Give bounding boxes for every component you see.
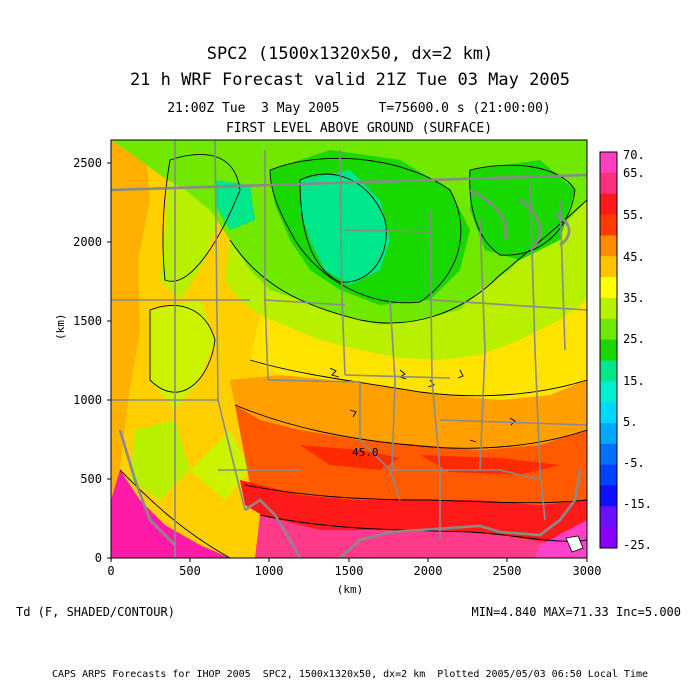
- shaded-field: [111, 140, 587, 558]
- x-tick-label: 1500: [334, 564, 364, 578]
- plot-title-line2: 21 h WRF Forecast valid 21Z Tue 03 May 2…: [129, 70, 571, 90]
- colorbar-swatch: [600, 214, 617, 236]
- colorbar-label: -15.: [623, 497, 652, 511]
- x-tick-label: 0: [107, 564, 115, 578]
- colorbar-swatch: [600, 360, 617, 382]
- y-tick-label: 2000: [73, 235, 102, 249]
- island-shape: [565, 535, 584, 553]
- colorbar-swatch: [600, 506, 617, 528]
- footer-credit: CAPS ARPS Forecasts for IHOP 2005 SPC2, …: [51, 669, 649, 680]
- contour-lines: [119, 154, 587, 558]
- colorbar-label: -25.: [623, 538, 652, 552]
- x-tick-label: 1000: [254, 564, 284, 578]
- colorbar-label: 55.: [623, 208, 645, 222]
- x-axis-label: (km): [336, 583, 364, 596]
- colorbar-swatch: [600, 152, 617, 174]
- plot-title-line1: SPC2 (1500x1320x50, dx=2 km): [206, 44, 494, 64]
- colorbar-swatch: [600, 297, 617, 320]
- x-tick-label: 2000: [413, 564, 443, 578]
- axis-ticks: [107, 162, 588, 562]
- field-stats: MIN=4.840 MAX=71.33 Inc=5.000: [471, 605, 681, 619]
- y-tick-label: 0: [94, 551, 102, 565]
- colorbar-swatch: [600, 527, 617, 549]
- y-tick-label: 1000: [73, 393, 102, 407]
- variable-label: Td (F, SHADED/CONTOUR): [16, 605, 175, 619]
- colorbar-swatch: [600, 318, 617, 341]
- colorbar-swatch: [600, 235, 617, 257]
- colorbar-swatch: [600, 464, 617, 486]
- x-tick-label: 2500: [492, 564, 522, 578]
- y-tick-label: 2500: [73, 156, 102, 170]
- level-line: FIRST LEVEL ABOVE GROUND (SURFACE): [225, 121, 493, 136]
- colorbar-label: 65.: [623, 166, 645, 180]
- y-tick-label: 500: [80, 472, 102, 486]
- colorbar-swatch: [600, 443, 617, 466]
- colorbar-swatch: [600, 256, 617, 278]
- y-tick-label: 1500: [73, 314, 102, 328]
- coastlines: [111, 173, 587, 558]
- state-boundaries: [111, 140, 587, 558]
- colorbar-swatch: [600, 422, 617, 445]
- colorbar-swatch: [600, 193, 617, 216]
- colorbar-swatch: [600, 402, 617, 424]
- contour-label: 45.0: [352, 446, 379, 459]
- valid-time-line: 21:00Z Tue 3 May 2005 T=75600.0 s (21:00…: [167, 101, 551, 116]
- colorbar-swatch: [600, 485, 617, 507]
- y-axis-label: (km): [54, 313, 67, 341]
- colorbar-label: 15.: [623, 374, 645, 388]
- colorbar-swatch: [600, 339, 617, 361]
- colorbar-label: 70.: [623, 148, 645, 162]
- colorbar-swatch: [600, 172, 617, 195]
- x-tick-label: 500: [179, 564, 201, 578]
- colorbar-label: 35.: [623, 291, 645, 305]
- colorbar-frame: [599, 151, 618, 549]
- colorbar-label: 5.: [623, 415, 638, 429]
- colorbar-label: 45.: [623, 250, 645, 264]
- colorbar-label: 25.: [623, 332, 645, 346]
- colorbar-swatch: [600, 277, 617, 299]
- colorbar-label: -5.: [623, 456, 645, 470]
- colorbar-swatch: [600, 381, 617, 403]
- x-tick-label: 3000: [572, 564, 602, 578]
- colorbar: [599, 151, 618, 549]
